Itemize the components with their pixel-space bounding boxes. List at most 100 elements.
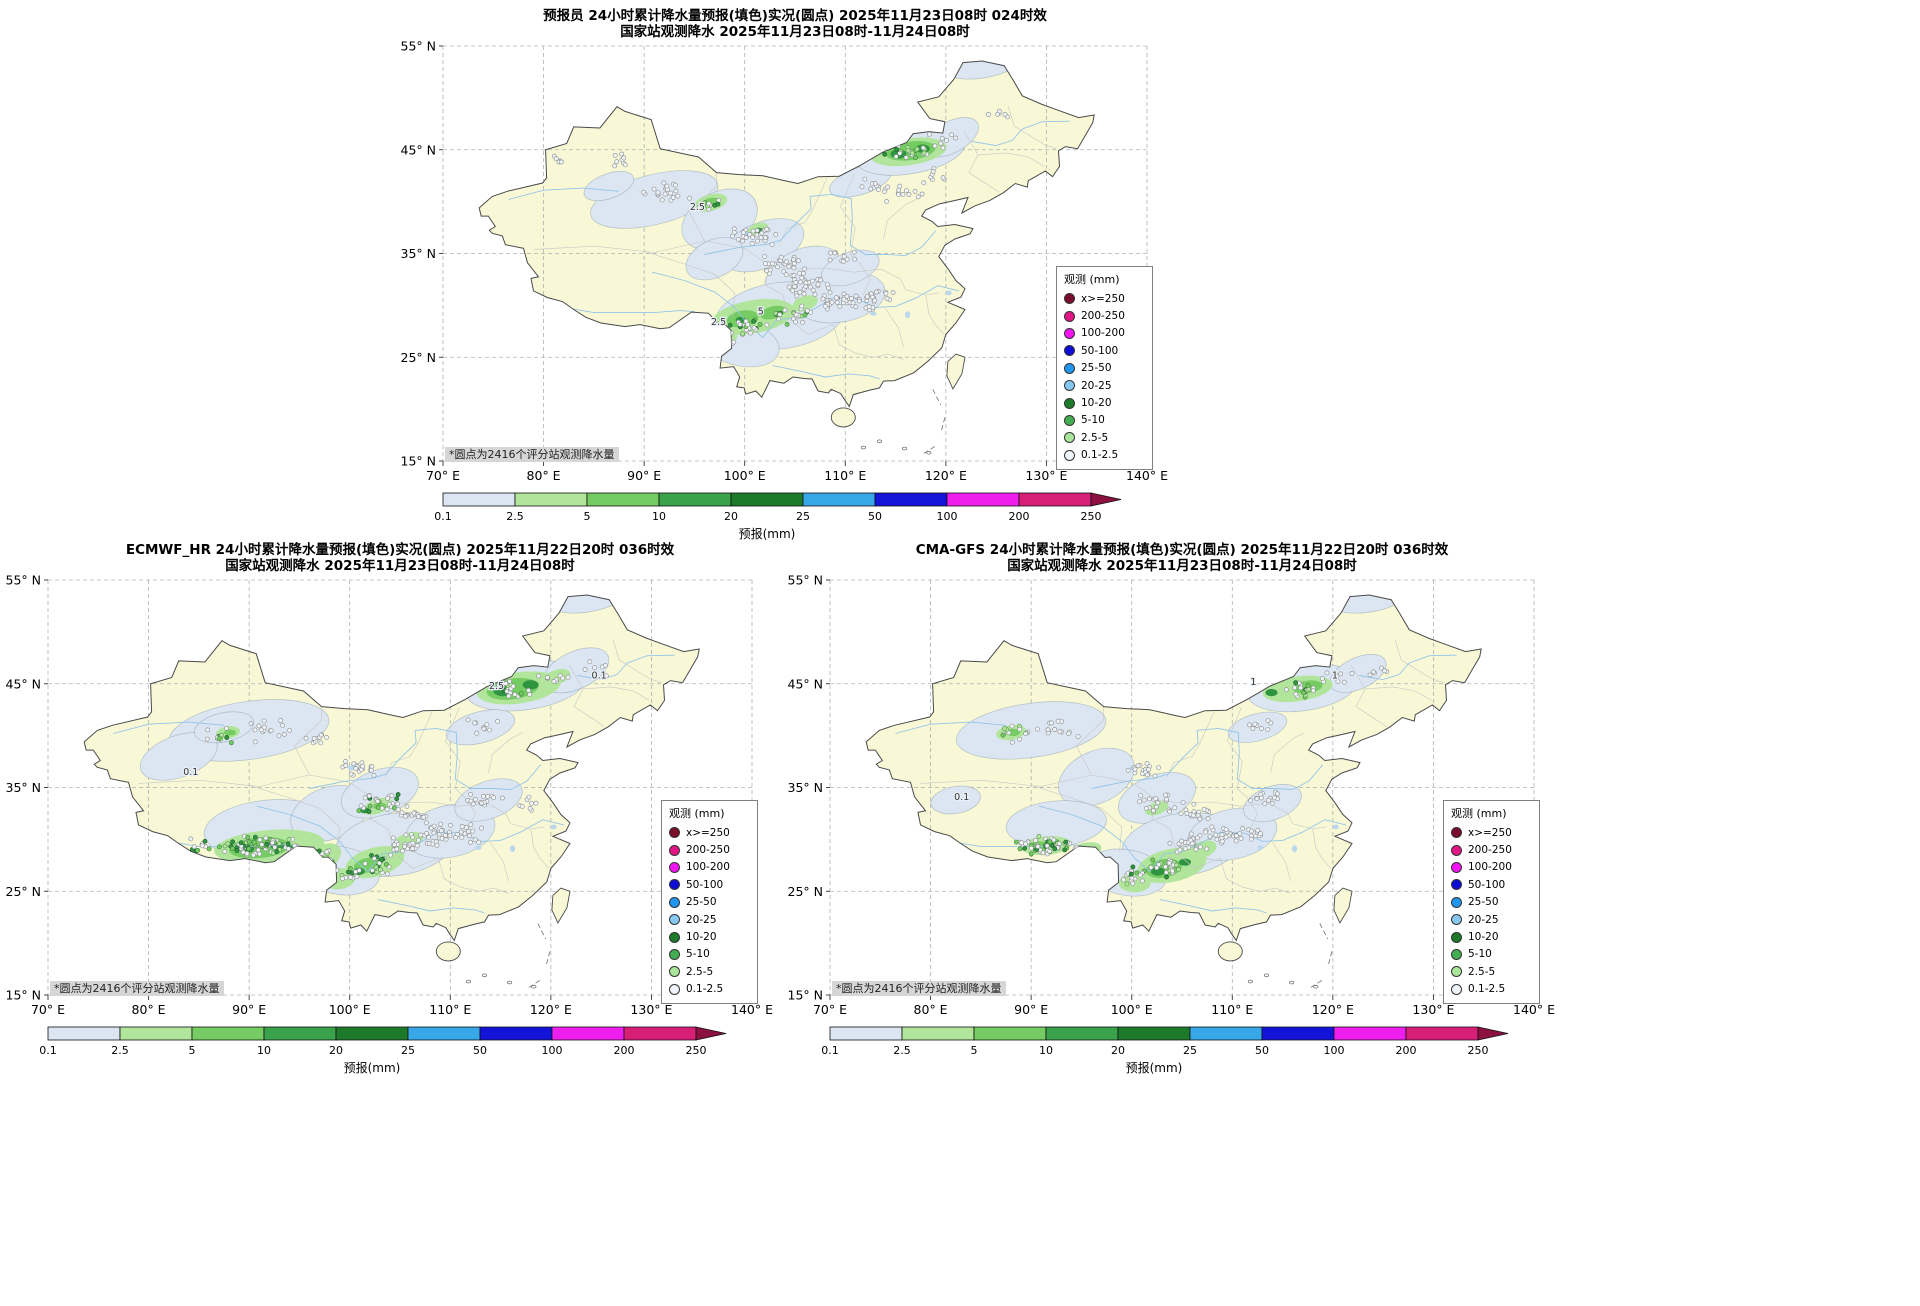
colorbar-tick-label: 0.1 xyxy=(821,1044,839,1057)
lon-tick-label: 140° E xyxy=(1513,1002,1555,1017)
panel-forecaster: 预报员 24小时累计降水量预报(填色)实况(圆点) 2025年11月23日08时… xyxy=(385,6,1169,566)
colorbar-tick-label: 2.5 xyxy=(111,1044,129,1057)
colorbar-title: 预报(mm) xyxy=(1125,1061,1183,1075)
lon-tick-label: 110° E xyxy=(824,468,866,483)
colorbar-tick-label: 200 xyxy=(1009,510,1030,523)
legend-swatch-icon xyxy=(669,914,680,926)
legend-item-label: 200-250 xyxy=(686,844,730,857)
legend-swatch-icon xyxy=(669,948,680,960)
lon-tick-label: 100° E xyxy=(329,1002,371,1017)
contour-label: 2.5 xyxy=(690,202,705,213)
lat-tick-label: 15° N xyxy=(401,454,436,469)
legend-swatch-icon xyxy=(1064,345,1075,357)
lat-tick-label: 25° N xyxy=(788,884,823,899)
legend-swatch-icon xyxy=(1064,362,1075,374)
colorbar-tick-label: 0.1 xyxy=(434,510,452,523)
lon-tick-label: 80° E xyxy=(132,1002,166,1017)
legend-item-label: 50-100 xyxy=(686,878,724,891)
legend-swatch-icon xyxy=(1064,310,1075,322)
legend-item: 10-20 xyxy=(1451,928,1533,945)
colorbar-tick-label: 50 xyxy=(868,510,882,523)
legend-item: 50-100 xyxy=(1064,342,1146,359)
legend-item-label: 20-25 xyxy=(686,913,717,926)
south-china-sea-islands xyxy=(465,923,551,990)
contour-label: 0.1 xyxy=(183,767,198,778)
china-precip-map: 1 1 0.1 55° N 45° N 35° N 25° N 15° N70° E 80° E… xyxy=(788,573,1556,1018)
legend-swatch-icon xyxy=(669,896,680,908)
legend-item: 100-200 xyxy=(1451,859,1533,876)
contour-label: 0.1 xyxy=(954,792,969,803)
legend-swatch-icon xyxy=(1064,380,1075,392)
colorbar-tick-label: 10 xyxy=(257,1044,271,1057)
lat-tick-label: 35° N xyxy=(6,780,41,795)
south-china-sea-islands xyxy=(860,389,946,456)
colorbar-tick-label: 200 xyxy=(614,1044,635,1057)
colorbar-tick-label: 2.5 xyxy=(506,510,524,523)
legend-title: 观测 (mm) xyxy=(1451,807,1507,820)
forecast-colorbar: 0.1 2.5 5 10 20 25 50 100 200 250 预报(mm) xyxy=(434,492,1147,542)
colorbar-tick-label: 5 xyxy=(971,1044,978,1057)
panel-title: CMA-GFS 24小时累计降水量预报(填色)实况(圆点) 2025年11月22… xyxy=(830,542,1534,574)
legend-item-label: 200-250 xyxy=(1468,844,1512,857)
hainan-island xyxy=(1217,941,1243,962)
colorbar-tick-label: 2.5 xyxy=(893,1044,911,1057)
legend-item-label: 25-50 xyxy=(1468,896,1499,909)
legend-item: x>=250 xyxy=(669,824,751,841)
legend-item: 20-25 xyxy=(1451,911,1533,928)
legend-swatch-icon xyxy=(1451,931,1462,943)
legend-item-label: x>=250 xyxy=(1468,826,1512,839)
legend-item: 10-20 xyxy=(1064,394,1146,411)
colorbar-tick-label: 20 xyxy=(329,1044,343,1057)
legend-item: 100-200 xyxy=(1064,325,1146,342)
legend-item: 200-250 xyxy=(669,841,751,858)
legend-item-label: 10-20 xyxy=(686,931,717,944)
colorbar-tick-label: 250 xyxy=(1081,510,1102,523)
lon-tick-label: 90° E xyxy=(1014,1002,1048,1017)
colorbar-arrow-icon xyxy=(1090,492,1122,507)
hainan-island xyxy=(435,941,461,962)
lakes xyxy=(742,231,952,319)
legend-swatch-icon xyxy=(669,983,680,995)
legend-swatch-icon xyxy=(669,966,680,978)
colorbar-tick-label: 100 xyxy=(1324,1044,1345,1057)
legend-item-label: 25-50 xyxy=(1081,362,1112,375)
axes: 55° N 45° N 35° N 25° N 15° N70° E 80° E 90° E… xyxy=(6,573,774,1018)
lon-tick-label: 140° E xyxy=(731,1002,773,1017)
legend-item-label: 200-250 xyxy=(1081,310,1125,323)
legend-item: 2.5-5 xyxy=(1451,963,1533,980)
panel-title-line1: 预报员 24小时累计降水量预报(填色)实况(圆点) 2025年11月23日08时… xyxy=(543,8,1047,24)
legend-swatch-icon xyxy=(1064,327,1075,339)
colorbar-tick-label: 5 xyxy=(584,510,591,523)
legend-item-label: 2.5-5 xyxy=(1081,431,1109,444)
lat-tick-label: 45° N xyxy=(6,676,41,691)
panel-cma: CMA-GFS 24小时累计降水量预报(填色)实况(圆点) 2025年11月22… xyxy=(772,540,1556,1100)
lon-tick-label: 110° E xyxy=(1211,1002,1253,1017)
legend-item: 25-50 xyxy=(1064,360,1146,377)
legend-swatch-icon xyxy=(1064,449,1075,461)
colorbar-tick-label: 20 xyxy=(724,510,738,523)
legend-item-label: 5-10 xyxy=(1081,414,1105,427)
legend-item-label: 5-10 xyxy=(1468,948,1492,961)
contour-label: 5 xyxy=(758,307,764,318)
legend-item-label: 10-20 xyxy=(1081,397,1112,410)
legend-swatch-icon xyxy=(1451,948,1462,960)
lat-tick-label: 55° N xyxy=(401,39,436,54)
legend-item: 20-25 xyxy=(669,911,751,928)
taiwan-island xyxy=(1333,887,1353,924)
colorbar-tick-label: 100 xyxy=(937,510,958,523)
station-dots xyxy=(551,108,1010,348)
legend-swatch-icon xyxy=(1451,966,1462,978)
colorbar-scale: 0.1 2.5 5 10 20 25 50 100 200 250 xyxy=(434,492,1122,523)
lat-tick-label: 35° N xyxy=(788,780,823,795)
legend-item: x>=250 xyxy=(1064,290,1146,307)
lon-tick-label: 130° E xyxy=(630,1002,672,1017)
legend-swatch-icon xyxy=(669,931,680,943)
colorbar-tick-label: 250 xyxy=(1468,1044,1489,1057)
lon-tick-label: 90° E xyxy=(232,1002,266,1017)
panel-title: 预报员 24小时累计降水量预报(填色)实况(圆点) 2025年11月23日08时… xyxy=(443,8,1147,40)
legend-item: 50-100 xyxy=(1451,876,1533,893)
taiwan-island xyxy=(946,353,966,390)
colorbar-tick-label: 25 xyxy=(401,1044,415,1057)
lon-tick-label: 120° E xyxy=(925,468,967,483)
legend-item: 200-250 xyxy=(1451,841,1533,858)
